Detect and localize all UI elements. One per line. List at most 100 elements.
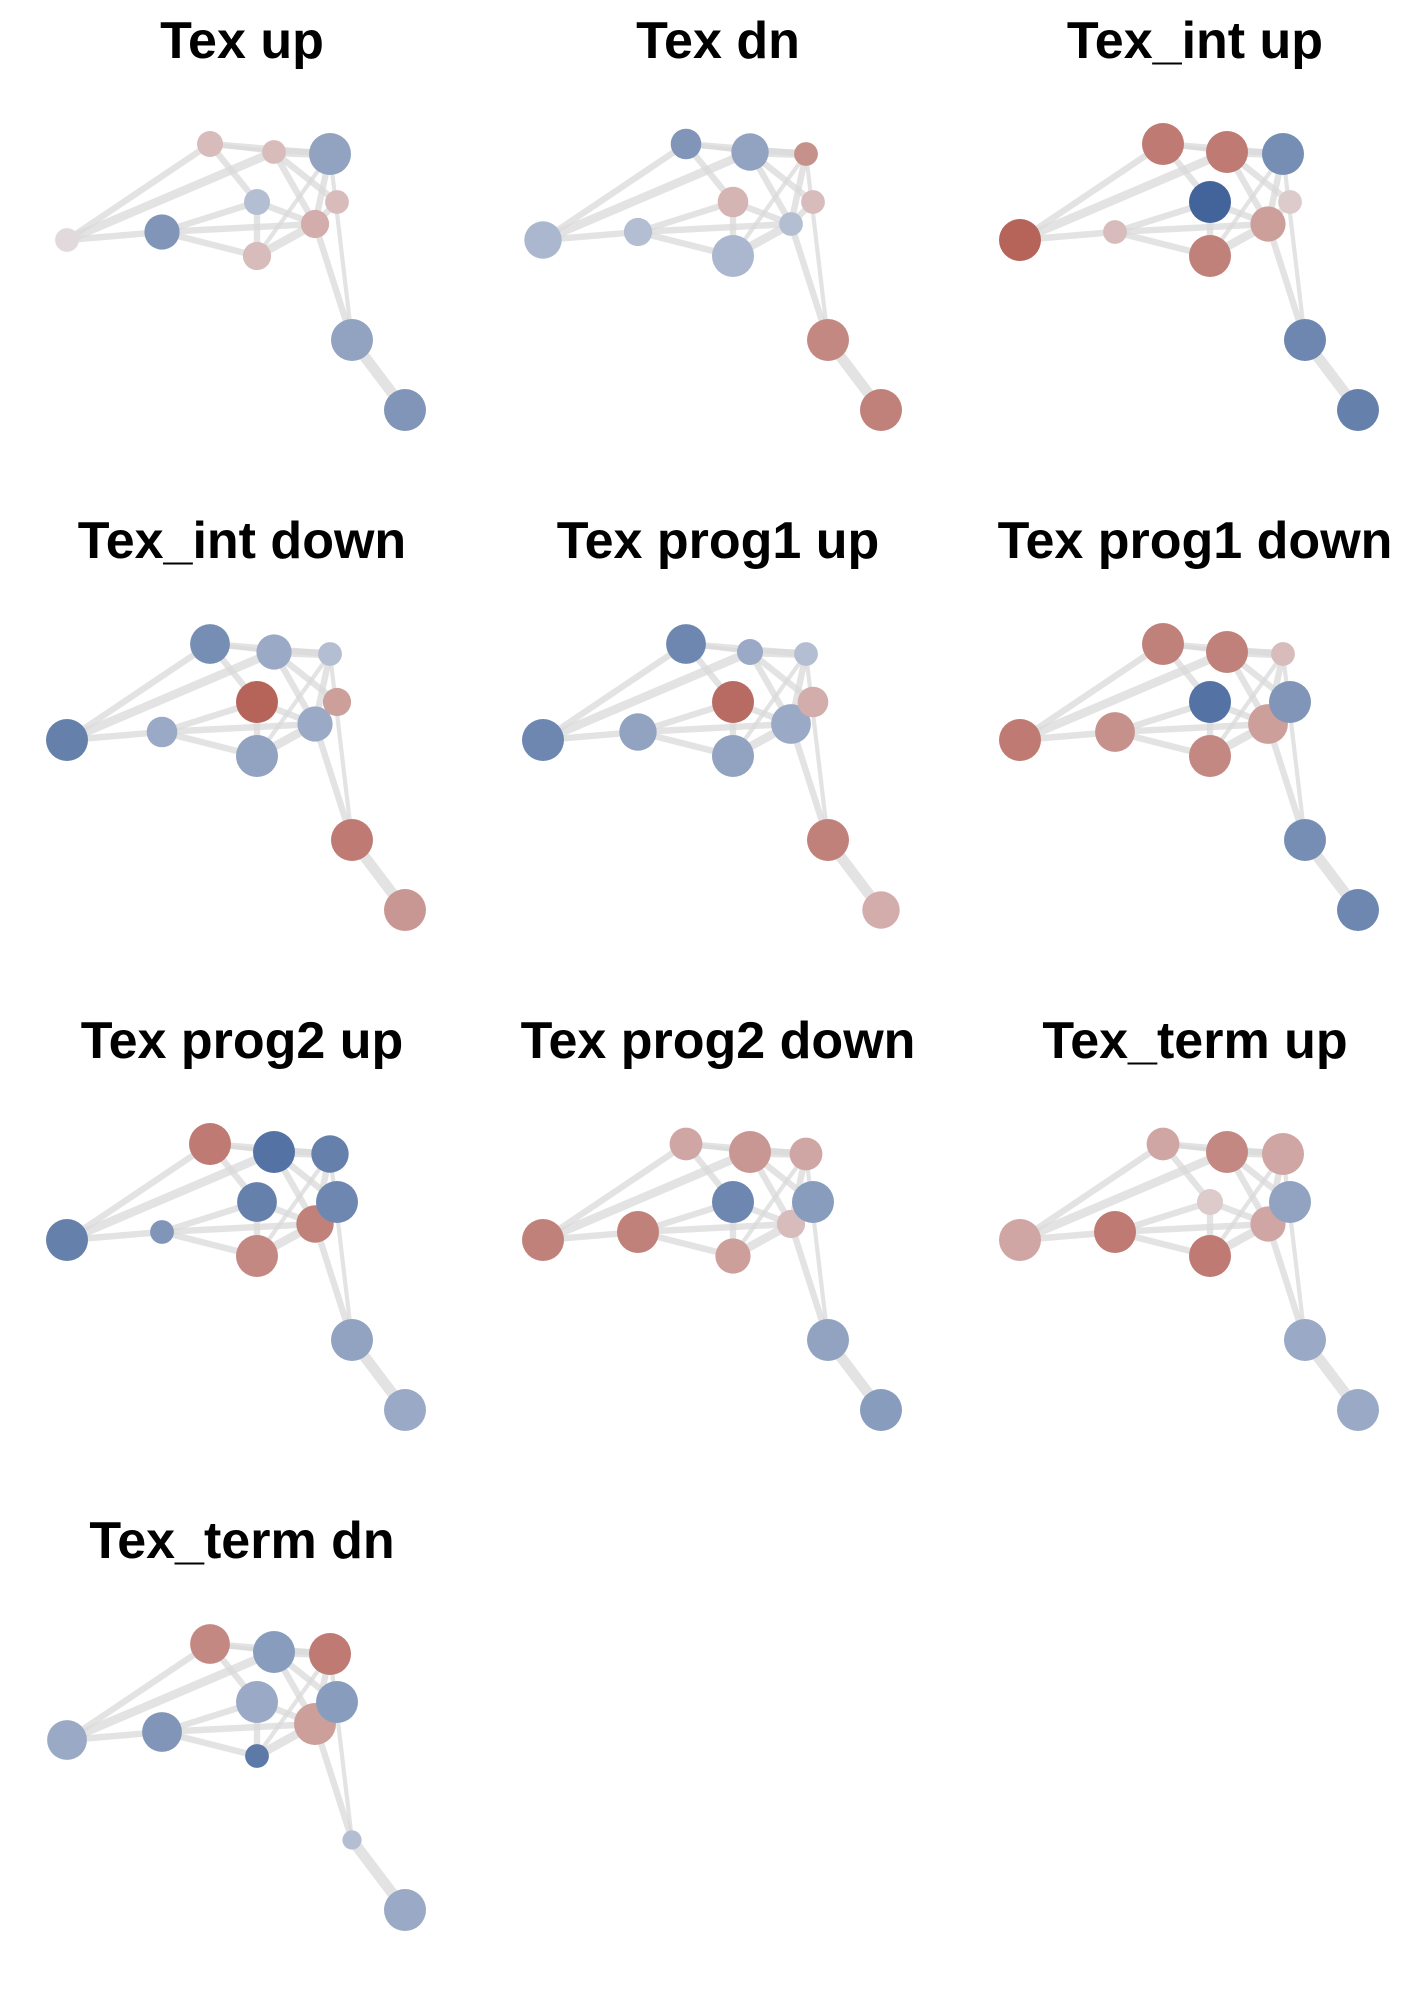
network-node — [999, 719, 1041, 761]
network-edge — [62, 647, 279, 745]
network-edge — [730, 1151, 809, 1259]
network-node — [1206, 631, 1248, 673]
network-edge — [1015, 647, 1232, 745]
network-node — [619, 713, 657, 751]
network-panel: Tex dn — [478, 0, 958, 500]
network-edge — [538, 147, 755, 245]
network-node — [794, 142, 818, 166]
panel-title: Tex_term dn — [89, 1512, 395, 1570]
network-node — [1284, 819, 1326, 861]
network-node — [256, 634, 292, 670]
edge-layer — [538, 140, 887, 416]
network-graph — [524, 128, 902, 431]
network-node — [297, 706, 333, 742]
network-node — [384, 1389, 426, 1431]
network-edge — [63, 640, 214, 744]
network-node — [46, 719, 88, 761]
network-edge — [538, 647, 755, 745]
network-node — [1197, 1189, 1223, 1215]
network-node — [236, 1235, 278, 1277]
edge-layer — [1015, 140, 1364, 416]
network-panel: Tex prog1 up — [478, 500, 958, 1000]
panel-title: Tex prog1 down — [997, 512, 1393, 570]
network-edge — [634, 720, 795, 736]
network-node — [860, 1389, 902, 1431]
network-node — [715, 1238, 751, 1274]
network-edge — [63, 140, 214, 244]
network-graph — [522, 624, 900, 929]
network-edge — [327, 651, 355, 843]
network-node — [237, 1182, 277, 1222]
node-layer — [46, 1123, 426, 1431]
network-node — [1271, 642, 1295, 666]
network-node — [253, 1631, 295, 1673]
network-node — [190, 1624, 230, 1664]
network-graph — [46, 624, 426, 931]
network-node — [262, 140, 286, 164]
node-layer — [999, 623, 1379, 931]
network-node — [318, 642, 342, 666]
network-node — [807, 319, 849, 361]
network-node — [150, 1220, 174, 1244]
node-layer — [55, 131, 426, 431]
edge-layer — [1015, 640, 1364, 916]
network-node — [46, 1219, 88, 1261]
network-node — [197, 131, 223, 157]
network-node — [1337, 1389, 1379, 1431]
network-edge — [803, 151, 831, 343]
panel-title: Tex_int down — [77, 512, 407, 570]
network-node — [316, 1181, 358, 1223]
network-node — [236, 735, 278, 777]
network-node — [862, 891, 900, 929]
network-node — [1189, 1235, 1231, 1277]
network-node — [1337, 889, 1379, 931]
network-edge — [63, 1140, 214, 1244]
network-node — [999, 219, 1041, 261]
network-node — [1337, 389, 1379, 431]
network-node — [384, 389, 426, 431]
network-edge — [270, 148, 341, 206]
network-node — [670, 128, 702, 160]
network-node — [807, 1319, 849, 1361]
edge-layer — [62, 140, 411, 416]
network-node — [384, 889, 426, 931]
network-node — [331, 1319, 373, 1361]
node-layer — [999, 1127, 1379, 1431]
network-node — [245, 1744, 269, 1768]
network-edge — [158, 1720, 319, 1736]
network-edge — [539, 1140, 690, 1244]
network-node — [1269, 1181, 1311, 1223]
panel-title: Tex prog2 down — [520, 1012, 916, 1070]
node-layer — [47, 1624, 426, 1931]
network-node — [999, 1219, 1041, 1261]
network-node — [712, 235, 754, 277]
network-node — [1189, 235, 1231, 277]
network-node — [801, 190, 825, 214]
network-node — [1269, 681, 1311, 723]
network-edge — [539, 140, 690, 244]
network-node — [712, 681, 754, 723]
network-edge — [158, 720, 319, 736]
network-node — [1206, 1131, 1248, 1173]
network-node — [776, 1209, 806, 1239]
network-panel: Tex prog1 down — [955, 500, 1417, 1000]
network-node — [1146, 1127, 1180, 1161]
edge-layer — [62, 1640, 411, 1916]
network-node — [794, 642, 818, 666]
network-node — [300, 209, 330, 239]
network-node — [189, 1123, 231, 1165]
network-node — [792, 1181, 834, 1223]
network-node — [244, 189, 270, 215]
network-node — [322, 687, 352, 717]
network-node — [1278, 190, 1302, 214]
panel-title: Tex prog2 up — [80, 1012, 404, 1070]
network-node — [1262, 133, 1304, 175]
network-node — [309, 1633, 351, 1675]
network-panel: Tex_int up — [955, 0, 1417, 500]
network-edge — [327, 151, 355, 343]
network-node — [1262, 1133, 1304, 1175]
network-node — [731, 133, 769, 171]
network-node — [311, 1135, 349, 1173]
panel-title: Tex_int up — [1066, 12, 1324, 70]
node-layer — [522, 624, 900, 929]
